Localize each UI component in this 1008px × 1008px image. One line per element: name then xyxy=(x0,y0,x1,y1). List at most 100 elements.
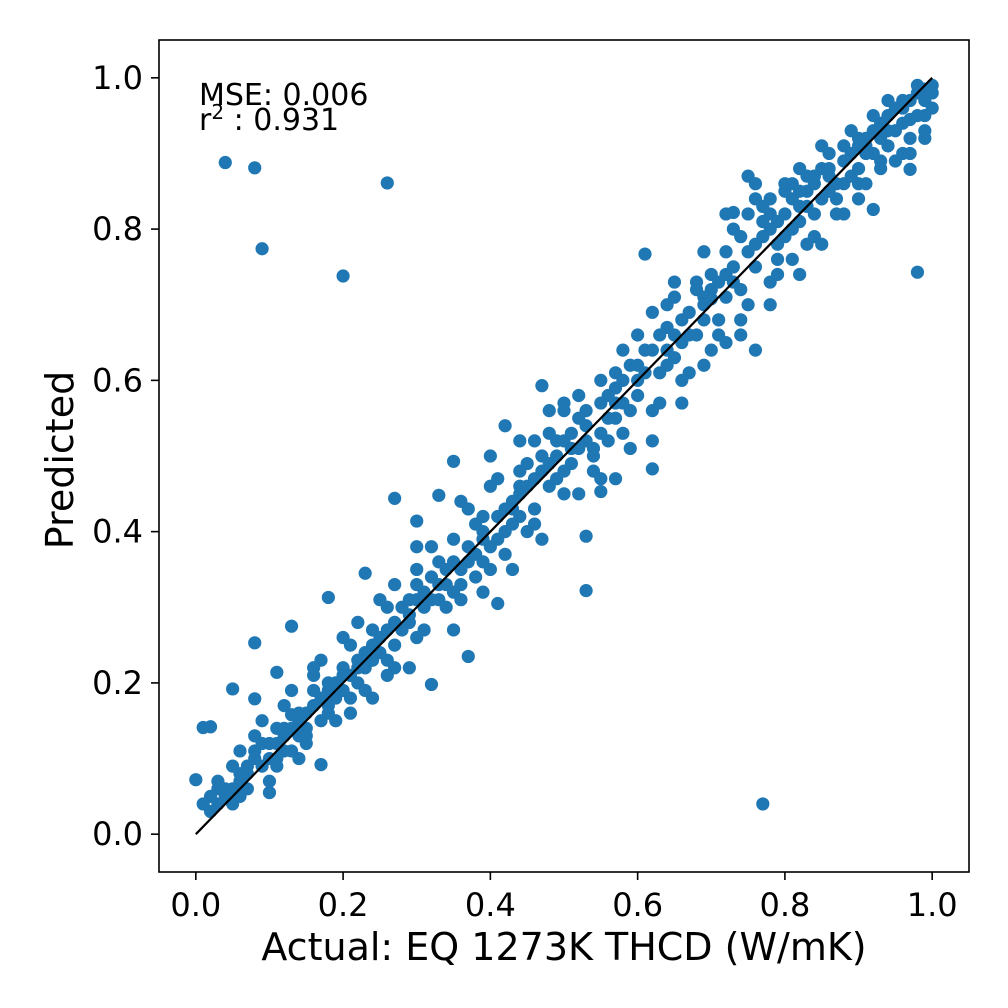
data-point xyxy=(682,328,696,342)
data-point xyxy=(631,358,645,372)
data-point xyxy=(741,298,755,312)
reference-line-y-equals-x xyxy=(195,77,933,835)
data-point xyxy=(888,154,902,168)
data-point xyxy=(410,630,424,645)
data-point xyxy=(248,751,262,766)
data-point xyxy=(564,426,578,440)
data-point xyxy=(638,343,652,357)
data-point xyxy=(770,252,785,266)
data-point xyxy=(189,773,203,787)
data-point xyxy=(491,532,505,546)
data-point xyxy=(844,169,858,183)
data-point xyxy=(483,479,497,493)
x-tick-label: 0.2 xyxy=(318,886,369,924)
data-point xyxy=(859,177,873,191)
x-tick-label: 0.0 xyxy=(170,886,221,924)
data-point xyxy=(594,472,608,486)
data-point xyxy=(513,479,527,493)
data-point xyxy=(196,797,210,811)
data-point xyxy=(284,619,299,633)
data-point xyxy=(248,161,262,175)
data-point xyxy=(579,404,593,418)
y-axis: 0.0 0.2 0.4 0.6 0.8 1.0 xyxy=(92,59,159,853)
data-point xyxy=(321,706,335,720)
data-point xyxy=(594,373,608,387)
data-point xyxy=(719,245,733,259)
data-point xyxy=(866,202,880,217)
x-axis-label: Actual: EQ 1273K THCD (W/mK) xyxy=(261,925,866,969)
data-point xyxy=(770,214,785,229)
data-point xyxy=(778,177,792,191)
data-point xyxy=(881,124,895,138)
data-point xyxy=(793,267,807,282)
data-point xyxy=(446,623,461,637)
data-point xyxy=(432,593,446,607)
data-point xyxy=(815,237,829,251)
data-point xyxy=(307,661,321,675)
data-point xyxy=(734,313,748,327)
data-point xyxy=(675,313,689,327)
data-point xyxy=(454,494,468,508)
data-point xyxy=(505,562,520,577)
y-tick-label: 0.2 xyxy=(92,664,143,702)
data-point xyxy=(829,177,844,191)
data-point xyxy=(388,577,402,592)
data-point xyxy=(881,109,895,123)
data-point xyxy=(631,388,645,403)
x-tick-label: 0.6 xyxy=(612,886,663,924)
data-point xyxy=(586,449,601,463)
data-point xyxy=(579,419,593,433)
data-point xyxy=(410,514,424,528)
data-point xyxy=(410,540,424,554)
data-point xyxy=(793,214,807,229)
data-point xyxy=(815,139,829,153)
data-point xyxy=(314,758,328,772)
data-point xyxy=(712,275,726,289)
data-point xyxy=(623,441,637,456)
data-point xyxy=(579,434,593,448)
data-point xyxy=(910,78,925,92)
data-point xyxy=(822,161,836,176)
data-point xyxy=(697,298,711,312)
data-point xyxy=(248,729,262,743)
data-point xyxy=(910,265,925,279)
data-point xyxy=(726,260,740,274)
data-point xyxy=(336,630,350,645)
x-axis: 0.0 0.2 0.4 0.6 0.8 1.0 xyxy=(170,872,958,924)
data-point xyxy=(527,517,542,531)
data-point xyxy=(645,305,659,319)
data-point xyxy=(778,230,792,244)
data-point xyxy=(196,720,210,735)
data-point xyxy=(424,677,439,692)
data-point xyxy=(365,653,380,667)
data-point xyxy=(446,454,461,468)
data-point xyxy=(270,665,284,679)
data-point xyxy=(351,615,365,630)
data-point xyxy=(675,396,689,410)
data-point xyxy=(608,366,623,380)
data-point xyxy=(476,585,490,599)
data-point xyxy=(660,358,674,372)
data-point xyxy=(380,668,394,682)
data-point xyxy=(874,154,888,168)
data-point xyxy=(262,785,277,800)
data-point xyxy=(557,487,571,501)
data-point xyxy=(498,547,512,561)
data-point xyxy=(218,789,232,803)
data-point xyxy=(248,636,262,650)
data-point xyxy=(763,275,777,289)
mse-annotation: MSE: 0.006 xyxy=(199,78,368,113)
data-point xyxy=(918,131,932,145)
data-point xyxy=(726,222,740,236)
data-point xyxy=(321,590,335,605)
data-point xyxy=(557,464,571,478)
r2-annotation: r2 : 0.931 xyxy=(199,100,339,138)
data-point xyxy=(513,464,527,478)
data-point xyxy=(233,767,247,781)
data-point xyxy=(284,683,299,698)
data-point xyxy=(697,313,711,327)
data-point xyxy=(594,484,608,499)
data-point xyxy=(454,562,468,577)
data-point xyxy=(277,699,291,713)
data-point xyxy=(469,547,483,561)
